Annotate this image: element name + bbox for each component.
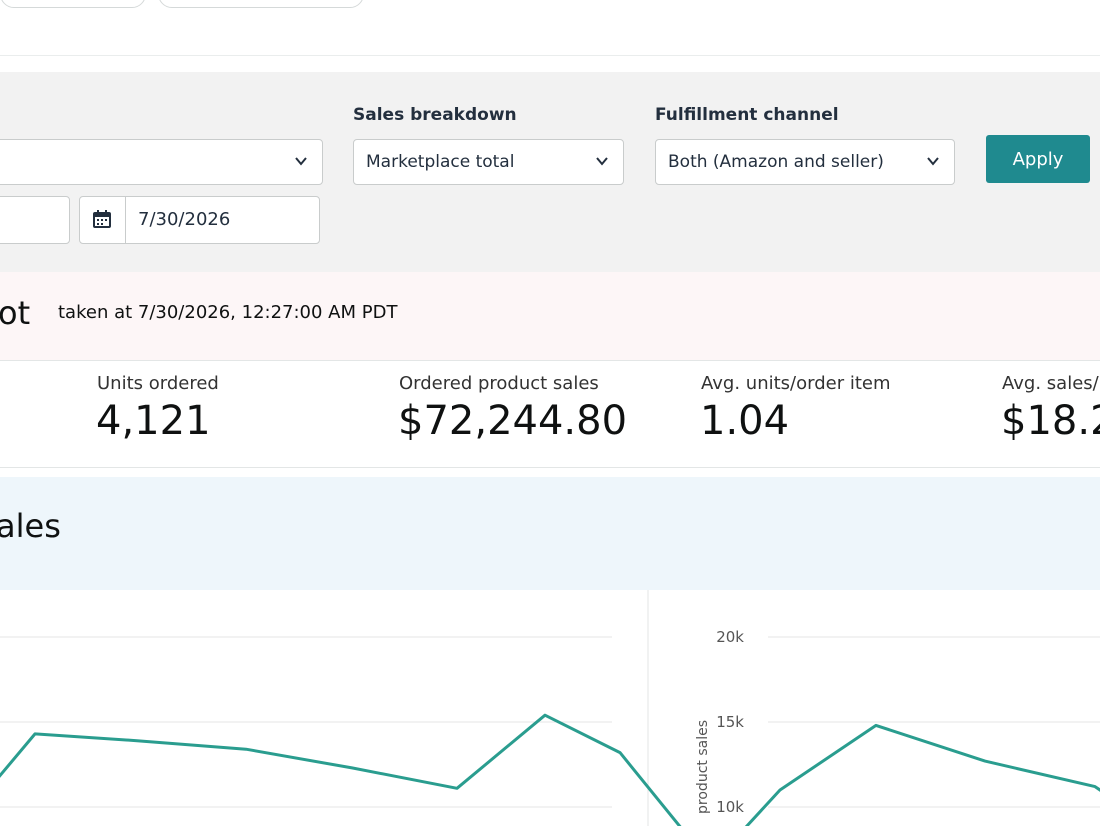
sales-line-left	[0, 713, 682, 826]
metric-label-ordered-product-sales: Ordered product sales	[399, 373, 599, 394]
y-axis-label: product sales	[695, 720, 711, 814]
metric-value-units-ordered: 4,121	[96, 398, 211, 444]
divider	[0, 360, 1100, 361]
y-tick-label: 15k	[716, 713, 744, 731]
fulfillment-channel-value: Both (Amazon and seller)	[668, 152, 884, 172]
snapshot-timestamp: taken at 7/30/2026, 12:27:00 AM PDT	[58, 302, 398, 323]
divider	[0, 55, 1100, 56]
sales-charts: product sales 20k 15k 10k	[0, 590, 1100, 826]
calendar-icon-cell[interactable]	[80, 197, 126, 243]
sales-breakdown-label: Sales breakdown	[353, 105, 517, 125]
snapshot-title: ot	[0, 294, 31, 332]
y-tick-label: 20k	[716, 628, 744, 646]
fulfillment-channel-label: Fulfillment channel	[655, 105, 839, 125]
fulfillment-channel-select[interactable]: Both (Amazon and seller)	[655, 139, 955, 185]
metric-label-units-ordered: Units ordered	[97, 373, 219, 394]
divider	[0, 467, 1100, 468]
filter-chip[interactable]	[158, 0, 364, 8]
metric-value-avg-units-per-order-item: 1.04	[700, 398, 790, 444]
chevron-down-icon	[596, 157, 608, 166]
start-date-input[interactable]	[0, 196, 70, 244]
sales-breakdown-select[interactable]: Marketplace total	[353, 139, 624, 185]
chevron-down-icon	[295, 157, 307, 166]
sales-line-right	[744, 723, 1100, 826]
metric-value-avg-sales: $18.2	[1001, 398, 1100, 444]
filter-chip[interactable]	[0, 0, 146, 8]
metric-label-avg-units-per-order-item: Avg. units/order item	[701, 373, 891, 394]
date-range-select[interactable]	[0, 139, 323, 185]
apply-button[interactable]: Apply	[986, 135, 1090, 183]
calendar-icon	[93, 210, 111, 228]
sales-section-title: ales	[0, 507, 61, 545]
chevron-down-icon	[927, 157, 939, 166]
end-date-value: 7/30/2026	[138, 209, 231, 230]
metric-value-ordered-product-sales: $72,244.80	[398, 398, 628, 444]
snapshot-header	[0, 272, 1100, 360]
metric-label-avg-sales: Avg. sales/	[1002, 373, 1099, 394]
sales-breakdown-value: Marketplace total	[366, 152, 515, 172]
y-tick-label: 10k	[716, 798, 744, 816]
end-date-field[interactable]: 7/30/2026	[79, 196, 320, 244]
sales-section-header	[0, 477, 1100, 590]
